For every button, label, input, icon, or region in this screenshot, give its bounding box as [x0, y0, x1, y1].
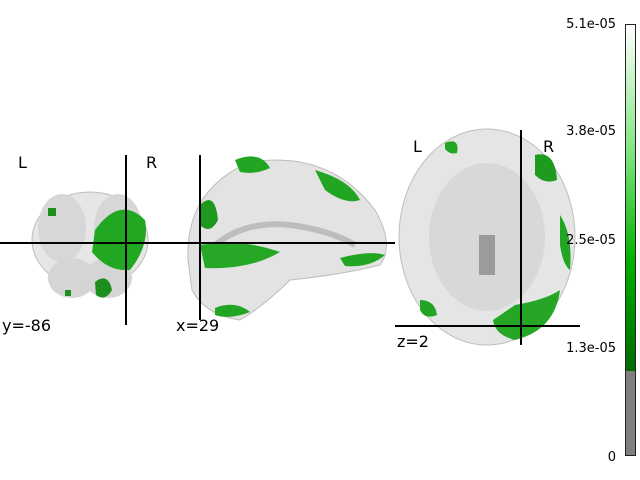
colorbar-tick-label: 2.5e-05 — [566, 233, 616, 248]
coronal-coordinate: y=-86 — [2, 316, 52, 335]
coronal-brain-image — [0, 155, 170, 325]
axial-left-label: L — [413, 137, 422, 156]
sagittal-coordinate: x=29 — [176, 316, 220, 335]
coronal-left-label: L — [18, 153, 27, 172]
axial-view[interactable]: L R z=2 — [395, 125, 580, 355]
colorbar — [625, 24, 636, 456]
axial-right-label: R — [543, 137, 555, 156]
colorbar-tick-label: 0 — [607, 450, 616, 465]
colorbar-tick-label: 3.8e-05 — [566, 124, 616, 139]
axial-brain-image — [395, 128, 580, 346]
sagittal-view[interactable]: x=29 — [170, 150, 395, 334]
sagittal-brain-image — [170, 155, 395, 321]
coronal-view[interactable]: L R y=-86 — [0, 150, 170, 334]
colorbar-tick-label: 1.3e-05 — [566, 341, 616, 356]
coronal-right-label: R — [146, 153, 158, 172]
axial-coordinate: z=2 — [397, 332, 429, 351]
colorbar-tick-label: 5.1e-05 — [566, 17, 616, 32]
